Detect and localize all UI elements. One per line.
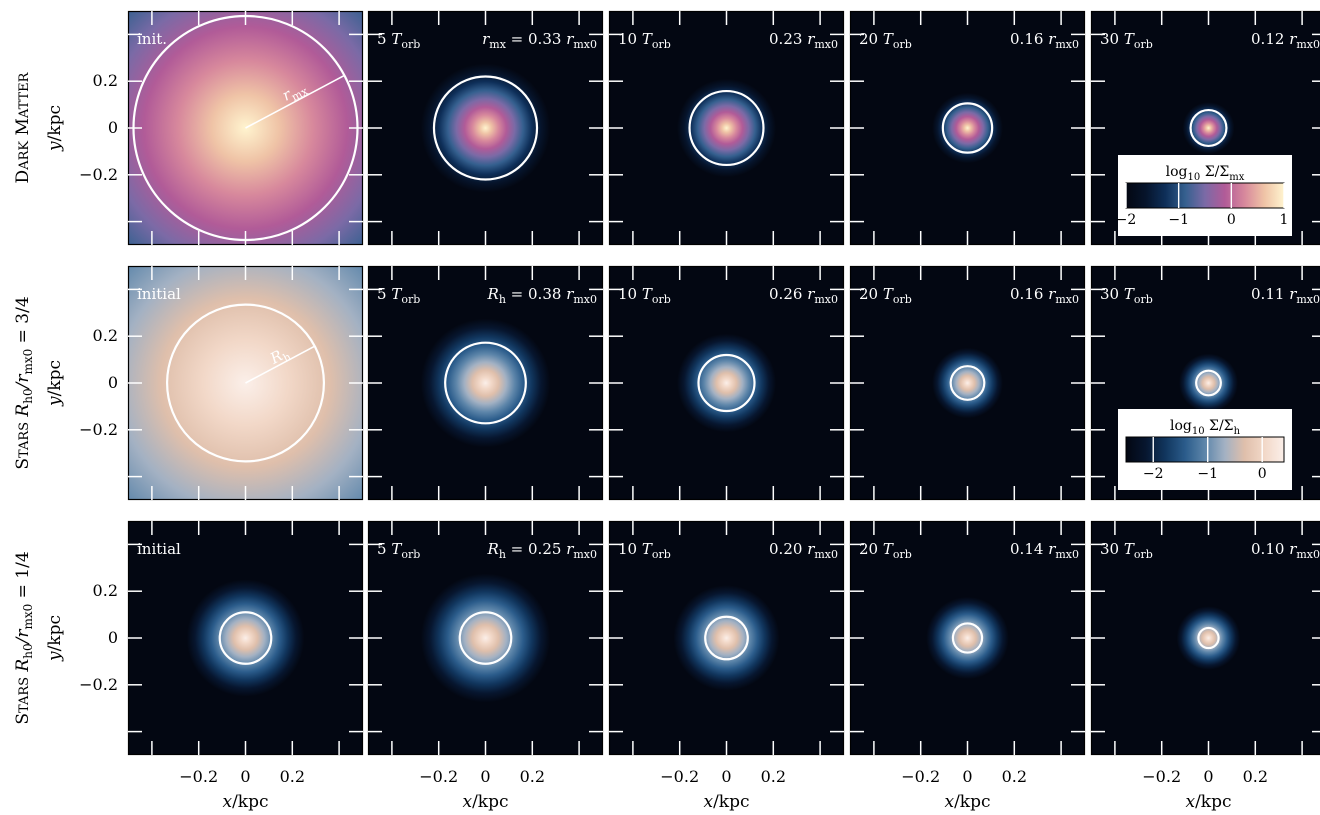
- x-axis-label: x/kpc: [462, 792, 508, 811]
- y-tick-label: −0.2: [79, 675, 118, 694]
- colorbar-tick-label: 1: [1280, 212, 1289, 228]
- colorbar-tick-label: 0: [1258, 466, 1267, 482]
- time-label: init.: [137, 30, 167, 48]
- x-tick-label: −0.2: [901, 767, 940, 786]
- row-title: STARS Rh0/rmx0 = 3/4: [13, 296, 35, 469]
- time-label: initial: [137, 540, 181, 558]
- x-tick-label: 0: [1203, 767, 1213, 786]
- y-axis-label: y/kpc: [45, 615, 65, 662]
- x-tick-label: 0.2: [1002, 767, 1027, 786]
- x-tick-label: −0.2: [179, 767, 218, 786]
- row-title: STARS Rh0/rmx0 = 1/4: [13, 551, 35, 724]
- y-tick-label: 0.2: [93, 581, 118, 600]
- y-tick-label: 0: [108, 628, 118, 647]
- y-tick-label: 0.2: [93, 71, 118, 90]
- time-label: initial: [137, 285, 181, 303]
- x-tick-label: −0.2: [1142, 767, 1181, 786]
- x-tick-label: 0: [480, 767, 490, 786]
- x-tick-label: 0.2: [1243, 767, 1268, 786]
- x-tick-label: 0: [240, 767, 250, 786]
- colorbar-gradient: [1126, 437, 1284, 462]
- colorbar-tick-label: −1: [1168, 212, 1189, 228]
- x-tick-label: −0.2: [660, 767, 699, 786]
- x-axis-label: x/kpc: [1185, 792, 1231, 811]
- x-tick-label: 0: [721, 767, 731, 786]
- colorbar-tick-label: −1: [1197, 466, 1218, 482]
- colorbar-tick-label: −2: [1143, 466, 1164, 482]
- row-title: DARK MATTER: [13, 71, 33, 183]
- x-tick-label: 0.2: [520, 767, 545, 786]
- x-tick-label: 0.2: [280, 767, 305, 786]
- panel-r3-c1: initial: [128, 521, 363, 755]
- x-tick-label: 0.2: [761, 767, 786, 786]
- colorbar-tick-label: −2: [1116, 212, 1137, 228]
- x-axis-label: x/kpc: [703, 792, 749, 811]
- row-label-r3: STARS Rh0/rmx0 = 1/4 y/kpc 0.2 0 −0.2: [13, 551, 118, 724]
- x-tick-label: −0.2: [419, 767, 458, 786]
- colorbar-gradient: [1126, 183, 1284, 208]
- y-tick-label: −0.2: [79, 420, 118, 439]
- y-tick-label: 0: [108, 373, 118, 392]
- row-label-r1: DARK MATTER y/kpc 0.2 0 −0.2: [13, 71, 118, 184]
- y-axis-label: y/kpc: [45, 105, 65, 152]
- y-tick-label: −0.2: [79, 165, 118, 184]
- x-axis-label: x/kpc: [222, 792, 268, 811]
- row-label-r2: STARS Rh0/rmx0 = 3/4 y/kpc 0.2 0 −0.2: [13, 296, 118, 469]
- x-axis-label: x/kpc: [944, 792, 990, 811]
- y-tick-label: 0: [108, 118, 118, 137]
- y-tick-label: 0.2: [93, 326, 118, 345]
- x-tick-label: 0: [962, 767, 972, 786]
- y-axis-label: y/kpc: [45, 360, 65, 407]
- colorbar-tick-label: 0: [1227, 212, 1236, 228]
